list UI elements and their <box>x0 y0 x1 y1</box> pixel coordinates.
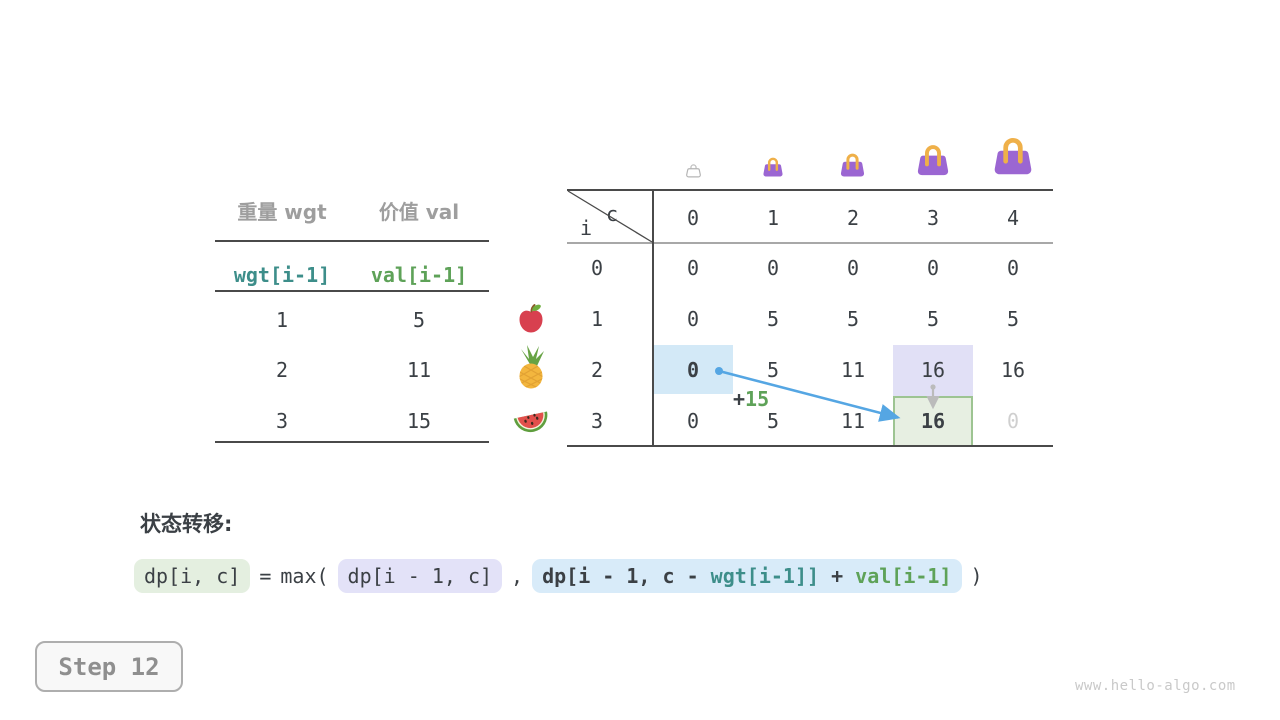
bag-icon-capacity-1 <box>763 157 783 177</box>
bag-icon-capacity-4 <box>994 138 1032 175</box>
dp-cell-2-2: 11 <box>840 358 866 382</box>
dp-cell-3-2: 11 <box>840 409 866 433</box>
dp-cell-0-4: 0 <box>1006 256 1020 280</box>
dp-col-header-3: 3 <box>926 206 940 230</box>
dp-cell-0-2: 0 <box>846 256 860 280</box>
items-table-rule-mid <box>215 290 489 292</box>
items-table-weight-var: wgt[i-1] <box>233 263 331 287</box>
dp-cell-1-0: 0 <box>686 307 700 331</box>
dp-cell-2-1: 5 <box>766 358 780 382</box>
formula-close-paren: ) <box>970 564 983 588</box>
dp-table-rule-vertical <box>652 189 654 447</box>
dp-cell-3-3: 16 <box>920 409 946 433</box>
dp-cell-1-1: 5 <box>766 307 780 331</box>
transfer-annotation: +15 <box>733 387 769 411</box>
dp-corner-row-label: i <box>579 216 593 240</box>
formula-take-plus: + <box>819 564 856 588</box>
dp-table-rule-bottom <box>567 445 1053 447</box>
dp-cell-0-3: 0 <box>926 256 940 280</box>
dp-cell-2-3: 16 <box>920 358 946 382</box>
watermark: www.hello-algo.com <box>1075 678 1236 694</box>
dp-cell-2-4: 16 <box>1000 358 1026 382</box>
dp-col-header-4: 4 <box>1006 206 1020 230</box>
apple-icon <box>519 304 543 333</box>
dp-row-header-2: 2 <box>590 358 604 382</box>
step-badge: Step 12 <box>35 641 183 692</box>
dp-table-rule-header <box>567 242 1053 244</box>
dp-row-header-3: 3 <box>590 409 604 433</box>
state-transition-formula: dp[i, c] = max( dp[i - 1, c] , dp[i - 1,… <box>134 559 983 593</box>
item-1-weight: 1 <box>275 308 289 332</box>
pineapple-icon <box>519 345 544 389</box>
dp-cell-1-3: 5 <box>926 307 940 331</box>
dp-corner-col-label: c <box>605 202 619 226</box>
items-table-rule-bottom <box>215 441 489 443</box>
formula-option-keep: dp[i - 1, c] <box>337 559 503 593</box>
bag-icon-capacity-2 <box>840 153 865 177</box>
item-3-value: 15 <box>406 409 432 433</box>
bag-icon-capacity-0 <box>686 164 701 178</box>
formula-comma: , <box>511 564 524 588</box>
formula-take-prefix: dp[i - 1, c - <box>542 564 711 588</box>
dp-col-header-1: 1 <box>766 206 780 230</box>
formula-take-wgt: wgt[i-1]] <box>710 564 820 588</box>
dp-col-header-2: 2 <box>846 206 860 230</box>
item-3-weight: 3 <box>275 409 289 433</box>
dp-row-header-1: 1 <box>590 307 604 331</box>
items-table-value-var: val[i-1] <box>370 263 468 287</box>
dp-col-header-0: 0 <box>686 206 700 230</box>
formula-option-take: dp[i - 1, c - wgt[i-1]] + val[i-1] <box>532 559 962 593</box>
dp-cell-1-4: 5 <box>1006 307 1020 331</box>
dp-cell-1-2: 5 <box>846 307 860 331</box>
formula-equals: = <box>259 564 272 588</box>
dp-table-rule-top <box>567 189 1053 191</box>
item-2-value: 11 <box>406 358 432 382</box>
items-table-rule-top <box>215 240 489 242</box>
transfer-value: 15 <box>745 387 770 411</box>
items-table-weight-header: 重量 wgt <box>237 200 327 224</box>
dp-cell-0-0: 0 <box>686 256 700 280</box>
transfer-operator: + <box>733 387 746 411</box>
dp-row-header-0: 0 <box>590 256 604 280</box>
formula-lhs: dp[i, c] <box>134 559 251 593</box>
item-2-weight: 2 <box>275 358 289 382</box>
items-table-value-header: 价值 val <box>378 200 460 224</box>
item-1-value: 5 <box>412 308 426 332</box>
watermelon-icon <box>513 411 548 433</box>
state-transition-title: 状态转移: <box>140 512 233 536</box>
dp-cell-3-4: 0 <box>1006 409 1020 433</box>
bag-icon-capacity-3 <box>917 145 949 176</box>
dp-cell-0-1: 0 <box>766 256 780 280</box>
formula-take-val: val[i-1] <box>855 564 952 588</box>
dp-cell-3-0: 0 <box>686 409 700 433</box>
formula-max-open: max( <box>280 564 329 588</box>
dp-cell-2-0: 0 <box>686 358 700 382</box>
